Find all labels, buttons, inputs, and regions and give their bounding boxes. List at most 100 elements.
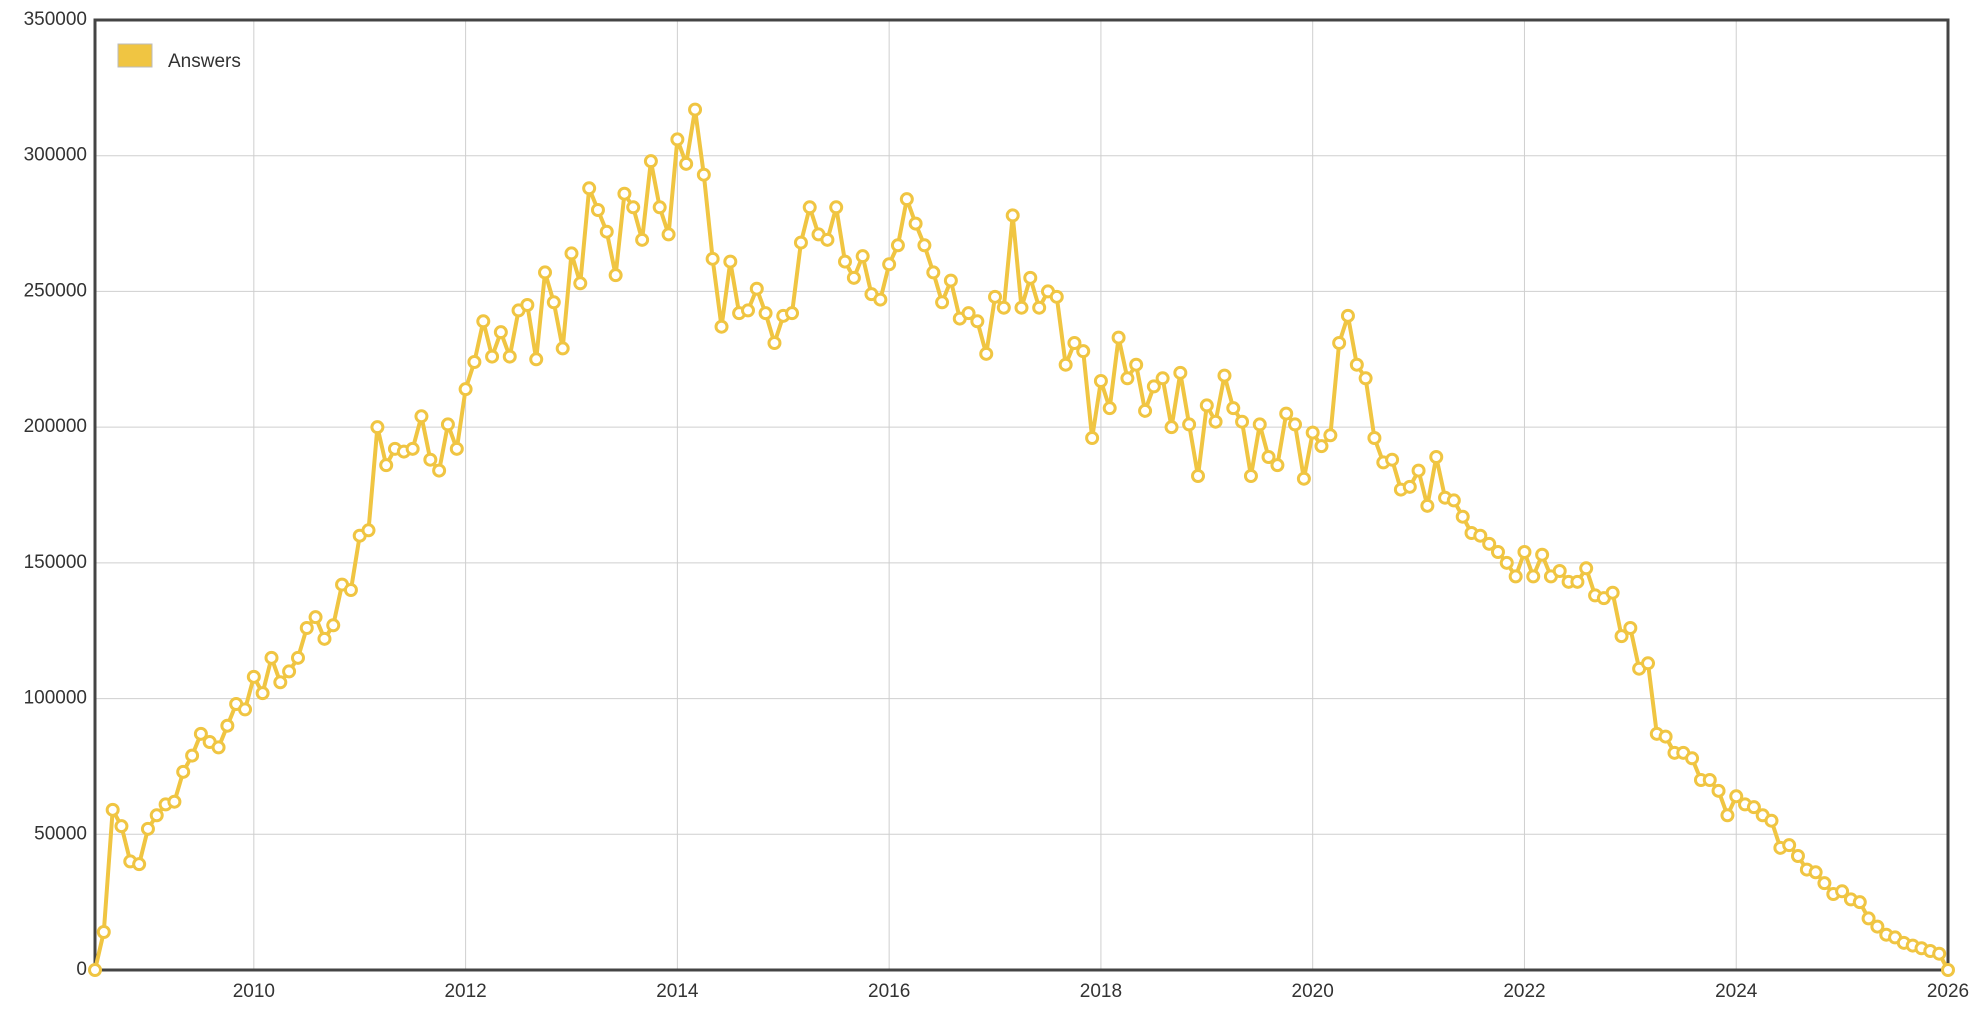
data-point <box>696 167 711 182</box>
data-point <box>1217 368 1232 383</box>
data-point <box>467 355 482 369</box>
data-point <box>802 200 817 215</box>
data-point <box>458 382 473 397</box>
data-point <box>140 821 155 836</box>
data-point <box>1385 452 1400 467</box>
data-point <box>555 341 570 356</box>
data-point <box>414 409 429 424</box>
data-point <box>238 702 253 717</box>
data-point <box>246 669 261 684</box>
data-point <box>1067 336 1082 350</box>
data-point <box>1261 450 1276 464</box>
data-point <box>1296 471 1311 486</box>
data-point <box>423 452 438 467</box>
data-point <box>185 748 200 763</box>
data-point <box>273 675 288 690</box>
data-point <box>96 925 111 939</box>
x-tick-label: 2026 <box>1927 981 1969 1002</box>
data-point <box>979 346 994 361</box>
data-point <box>1279 406 1294 421</box>
data-point <box>1120 371 1135 386</box>
data-point <box>1085 431 1100 445</box>
data-point <box>1526 569 1541 584</box>
x-tick-label: 2012 <box>444 981 486 1002</box>
data-point <box>1579 561 1594 576</box>
data-point <box>1482 536 1497 551</box>
data-point <box>1729 789 1744 804</box>
data-point <box>1535 547 1550 562</box>
data-point <box>211 740 226 755</box>
data-point <box>440 417 455 432</box>
data-point <box>264 650 279 665</box>
data-point <box>1288 417 1303 432</box>
data-point <box>1005 208 1020 223</box>
y-tick-label: 200000 <box>24 416 87 437</box>
data-point <box>476 314 491 329</box>
y-tick-label: 350000 <box>24 9 87 30</box>
data-point <box>564 246 579 261</box>
data-point <box>1129 357 1144 372</box>
data-point <box>1191 469 1206 483</box>
y-tick-label: 300000 <box>24 145 87 166</box>
data-point <box>1358 371 1373 386</box>
data-point <box>1835 884 1850 899</box>
data-point <box>1155 371 1170 386</box>
data-point <box>326 618 341 633</box>
data-point <box>846 270 861 285</box>
data-point <box>1746 800 1761 815</box>
data-point <box>299 621 314 635</box>
data-point <box>1711 783 1726 798</box>
data-point <box>1429 450 1444 464</box>
data-point <box>308 610 323 625</box>
data-point <box>405 441 420 456</box>
data-point <box>758 306 773 321</box>
data-point <box>1932 946 1947 961</box>
data-point <box>1349 357 1364 372</box>
data-point <box>1870 919 1885 934</box>
data-point <box>643 154 658 169</box>
data-point <box>255 686 270 701</box>
x-tick-label: 2020 <box>1292 981 1334 1002</box>
data-point <box>679 156 694 171</box>
data-point <box>1076 344 1091 359</box>
data-point <box>1023 270 1038 285</box>
data-point <box>829 200 844 215</box>
data-point <box>1367 431 1382 445</box>
data-point <box>1058 357 1073 372</box>
data-point <box>1173 365 1188 380</box>
data-point <box>793 235 808 250</box>
data-point <box>493 325 508 340</box>
data-point <box>546 295 561 310</box>
data-point <box>132 857 147 872</box>
data-point <box>1764 813 1779 828</box>
data-point <box>767 336 782 350</box>
data-point <box>1852 895 1867 910</box>
data-point <box>899 192 914 207</box>
legend-swatch <box>117 43 153 68</box>
data-point <box>1243 469 1258 483</box>
data-point <box>1817 876 1832 891</box>
data-point <box>1182 417 1197 432</box>
data-point <box>688 102 703 117</box>
data-point <box>370 420 385 435</box>
data-point <box>1782 838 1797 853</box>
data-point <box>1252 417 1267 432</box>
data-point <box>1658 729 1673 744</box>
data-point <box>1861 911 1876 926</box>
data-point <box>1508 569 1523 584</box>
data-point <box>882 257 897 272</box>
data-point <box>1199 398 1214 413</box>
data-point <box>1164 420 1179 435</box>
data-point <box>1790 849 1805 863</box>
data-point <box>1111 330 1126 345</box>
data-point <box>873 292 888 307</box>
data-point <box>361 523 376 538</box>
data-point <box>1235 414 1250 429</box>
data-point <box>1614 629 1629 644</box>
data-point <box>837 254 852 269</box>
data-point <box>890 238 905 253</box>
data-point <box>1720 808 1735 823</box>
data-point <box>1305 425 1320 440</box>
data-point <box>635 232 650 247</box>
